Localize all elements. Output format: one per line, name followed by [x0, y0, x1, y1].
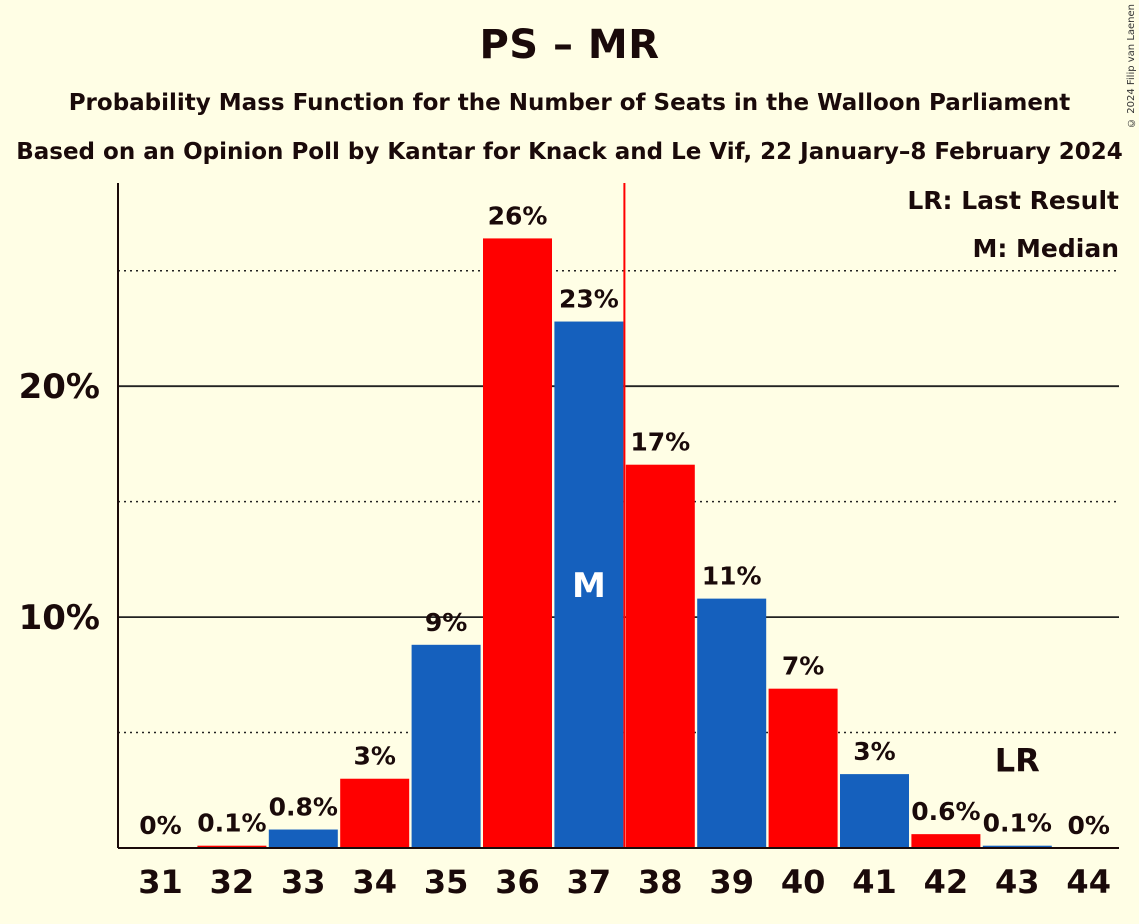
bar-seat-32: [197, 845, 267, 848]
bar-seat-41: [840, 774, 909, 848]
bar-seat-40: [768, 688, 838, 848]
data-label: 0.8%: [269, 793, 338, 822]
bar-seat-36: [483, 238, 552, 848]
data-label: 0.1%: [983, 809, 1052, 838]
x-tick-label: 31: [138, 863, 183, 901]
data-label: 0.6%: [911, 797, 980, 826]
bar-seat-34: [340, 778, 410, 848]
data-label: 0%: [1067, 811, 1109, 840]
bar-seat-38: [625, 464, 695, 848]
x-tick-label: 40: [781, 863, 826, 901]
x-tick-label: 38: [638, 863, 683, 901]
chart-title: PS – MR: [479, 22, 660, 68]
x-tick-label: 41: [852, 863, 897, 901]
x-tick-label: 43: [995, 863, 1040, 901]
x-tick-label: 34: [352, 863, 397, 901]
data-label: 0.1%: [197, 809, 266, 838]
data-labels: 0% 0.1%0.8%3%9%26%23%M17%11%7%3%0.6% 0.1%L…: [139, 201, 1110, 840]
x-tick-label: 39: [709, 863, 754, 901]
bars: [197, 238, 1052, 849]
legend-entry: M: Median: [972, 234, 1119, 263]
data-label: 3%: [353, 742, 395, 771]
data-label: 0%: [139, 811, 181, 840]
data-label: 17%: [630, 428, 690, 457]
x-tick-label: 44: [1066, 863, 1111, 901]
x-tick-label: 32: [210, 863, 255, 901]
data-label: 11%: [702, 562, 762, 591]
x-tick-label: 33: [281, 863, 326, 901]
last-result-marker: LR: [995, 742, 1040, 780]
bar-seat-43: [982, 845, 1052, 848]
legend: LR: Last Result M: Median: [907, 186, 1119, 263]
bar-seat-37: [554, 321, 624, 849]
axes: 10% 20% 31 32 33 34 35 36 37 38 39 40 41 42 43 44: [19, 183, 1119, 901]
chart-subtitle: Probability Mass Function for the Number…: [68, 90, 1071, 116]
x-tick-label: 35: [424, 863, 469, 901]
y-tick-label: 10%: [19, 598, 100, 638]
data-label: 26%: [488, 201, 548, 230]
median-marker: M: [572, 566, 606, 606]
bar-seat-35: [411, 644, 481, 848]
y-tick-label: 20%: [19, 367, 100, 407]
data-label: 23%: [559, 285, 619, 314]
legend-entry: LR: Last Result: [907, 186, 1119, 215]
bar-seat-33: [268, 829, 338, 848]
x-tick-label: 37: [567, 863, 612, 901]
x-tick-label: 36: [495, 863, 540, 901]
chart-subtitle-source: Based on an Opinion Poll by Kantar for K…: [16, 139, 1123, 165]
bar-seat-39: [697, 598, 767, 848]
bar-seat-42: [911, 834, 981, 848]
data-label: 7%: [782, 652, 824, 681]
x-tick-label: 42: [924, 863, 969, 901]
data-label: 3%: [853, 737, 895, 766]
data-label: 9%: [425, 608, 467, 637]
